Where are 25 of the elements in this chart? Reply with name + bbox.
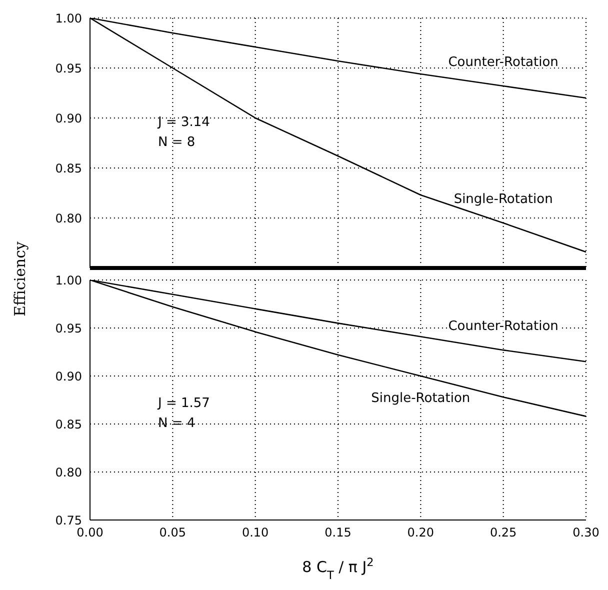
- y-tick-label: 0.75: [55, 513, 82, 528]
- y-tick-label: 0.95: [55, 321, 82, 336]
- y-tick-label: 1.00: [55, 11, 82, 26]
- x-tick-label: 0.25: [490, 526, 517, 540]
- x-tick-label: 0.20: [407, 526, 434, 540]
- y-tick-label: 1.00: [55, 273, 82, 288]
- y-tick-label: 0.85: [55, 417, 82, 432]
- y-tick-label: 0.80: [55, 465, 82, 480]
- series-label: Counter-Rotation: [448, 55, 558, 70]
- y-tick-label: 0.80: [55, 211, 82, 226]
- x-tick-label: 0.05: [159, 526, 186, 540]
- x-axis-title: 8 C$_{T}$ / π J$^{2}$: [302, 556, 374, 582]
- series-label: Single-Rotation: [371, 391, 470, 406]
- y-tick-label: 0.95: [55, 61, 82, 76]
- y-tick-label: 0.90: [55, 369, 82, 384]
- x-tick-label: 0.00: [76, 526, 104, 540]
- annotation: J = 3.14 N = 8: [158, 114, 210, 152]
- series-label: Single-Rotation: [454, 192, 553, 207]
- y-tick-label: 0.90: [55, 111, 82, 126]
- x-tick-label: 0.15: [324, 526, 352, 540]
- x-tick-label: 0.30: [572, 526, 600, 540]
- y-axis-title: Efficiency: [11, 240, 29, 319]
- x-tick-label: 0.10: [242, 526, 269, 540]
- series-label: Counter-Rotation: [448, 319, 558, 334]
- y-tick-label: 0.85: [55, 161, 82, 176]
